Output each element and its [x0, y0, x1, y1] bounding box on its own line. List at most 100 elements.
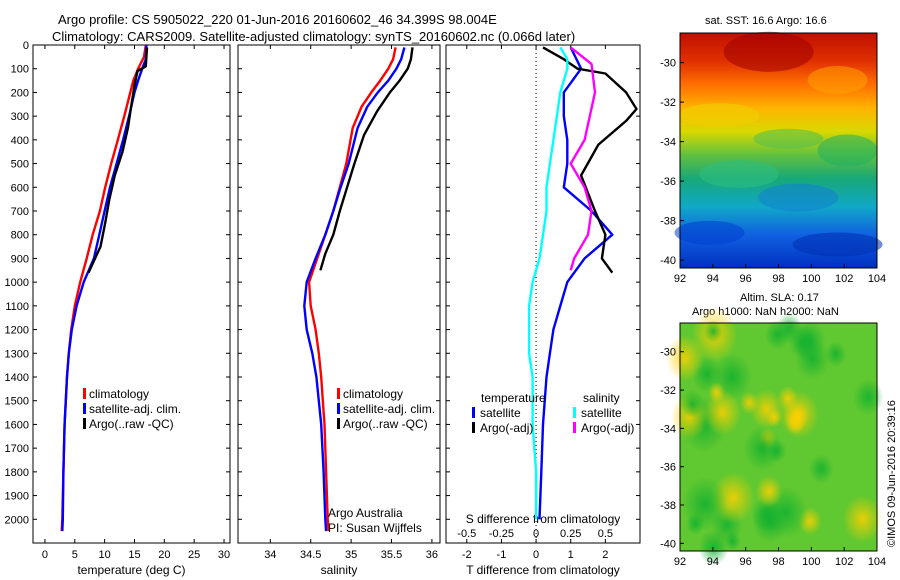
- y-tick-label: 1900: [5, 491, 29, 503]
- map-y-tick-label: -34: [660, 137, 676, 149]
- legend-label: Argo(-adj): [480, 421, 533, 435]
- legend-marker: [83, 388, 86, 399]
- x-tick-label: 30: [218, 549, 230, 561]
- map-y-tick-label: -34: [660, 423, 676, 435]
- sla-patch: [788, 325, 818, 361]
- map-x-tick-label: 92: [674, 273, 686, 285]
- figure-title-line1: Argo profile: CS 5905022_220 01-Jun-2016…: [58, 12, 497, 27]
- x-tick-label: 2: [602, 549, 608, 561]
- series-line: [60, 44, 147, 532]
- legend-label: Argo(..raw -QC): [89, 417, 174, 431]
- map-x-tick-label: 104: [868, 273, 886, 285]
- sst-patch: [817, 134, 878, 167]
- plot-frame: [445, 44, 641, 544]
- sla-patch: [680, 390, 705, 419]
- x-tick-label: 35: [345, 549, 357, 561]
- legend-label: satellite-adj. clim.: [343, 402, 435, 416]
- legend-group-title: temperature: [481, 391, 546, 405]
- sla-patch: [825, 341, 847, 367]
- y-tick-label: 1600: [5, 419, 29, 431]
- legend-label: satellite: [480, 406, 521, 420]
- series-line: [569, 46, 597, 271]
- legend-marker: [472, 422, 475, 433]
- x-tick-label: 1: [568, 549, 574, 561]
- y-tick-label: 500: [11, 159, 29, 171]
- y-tick-label: 1500: [5, 396, 29, 408]
- legend-marker: [472, 407, 475, 418]
- legend-marker: [337, 388, 340, 399]
- figure-title-line2: Climatology: CARS2009. Satellite-adjuste…: [52, 29, 576, 44]
- x-tick-label: 0: [42, 549, 48, 561]
- sst-map-title: sat. SST: 16.6 Argo: 16.6: [705, 15, 827, 27]
- y-tick-label: 1200: [5, 325, 29, 337]
- y-tick-label: 100: [11, 64, 29, 76]
- y-tick-label: 1300: [5, 348, 29, 360]
- sla-patch: [749, 389, 784, 429]
- profile-panel-1: 0 5 10 15 20 25 300100200300400500600700800900…: [5, 40, 231, 577]
- sst-patch: [758, 183, 839, 212]
- sla-patch: [808, 453, 834, 484]
- y-tick-label: 900: [11, 253, 29, 265]
- map-x-tick-label: 96: [740, 556, 752, 568]
- y-tick-label: 400: [11, 135, 29, 147]
- map-x-tick-label: 92: [674, 556, 686, 568]
- sla-patch: [743, 425, 782, 471]
- map-y-tick-label: -32: [660, 385, 676, 397]
- x-tick-label: 25: [188, 549, 200, 561]
- sst-map: 92 94 96 98 100 102 104 -30 -32 -34 -36 -38 -40: [660, 31, 886, 285]
- x-axis-label: temperature (deg C): [77, 563, 185, 577]
- x-tick-label: 15: [128, 549, 140, 561]
- x-tick-label: 10: [99, 549, 111, 561]
- map-y-tick-label: -40: [660, 255, 676, 267]
- y-tick-label: 1400: [5, 372, 29, 384]
- plot-frame: [237, 44, 441, 544]
- map-x-tick-label: 94: [707, 273, 719, 285]
- map-x-tick-label: 96: [740, 273, 752, 285]
- series-line: [87, 47, 149, 274]
- top-tick-label: -0.25: [489, 528, 514, 540]
- sla-patch: [665, 335, 705, 382]
- sst-patch: [753, 128, 824, 149]
- x-tick-label: 34: [264, 549, 276, 561]
- sla-patch: [853, 379, 884, 416]
- legend-label: Argo(..raw -QC): [343, 417, 428, 431]
- sla-map-title-line1: Altim. SLA: 0.17: [740, 292, 819, 304]
- sla-patch: [764, 319, 790, 350]
- annotation-text: PI: Susan Wijffels: [328, 521, 422, 535]
- sla-patch: [842, 495, 883, 544]
- sst-patch: [699, 160, 780, 188]
- plot-frame: [32, 44, 231, 544]
- series-line: [538, 46, 614, 520]
- sst-patch: [723, 31, 814, 72]
- legend-label: satellite: [581, 406, 622, 420]
- map-x-tick-label: 100: [802, 556, 820, 568]
- legend-group-title: salinity: [583, 391, 620, 405]
- sla-patch: [703, 320, 723, 343]
- map-y-tick-label: -40: [660, 538, 676, 550]
- x-tick-label: -2: [462, 549, 472, 561]
- legend-label: Argo(-adj): [581, 421, 634, 435]
- y-tick-label: 800: [11, 230, 29, 242]
- imos-timestamp: ©IMOS 09-Jun-2016 20:39:16: [886, 400, 898, 547]
- map-y-tick-label: -32: [660, 97, 676, 109]
- series-line: [527, 46, 569, 520]
- map-x-tick-label: 94: [707, 556, 719, 568]
- series-line: [542, 46, 638, 274]
- map-x-tick-label: 98: [772, 556, 784, 568]
- series-line: [303, 47, 406, 532]
- x-tick-label: 0: [533, 549, 539, 561]
- map-y-tick-label: -36: [660, 462, 676, 474]
- profile-panel-2: 34 34.5 35 35.5 36 salinity climatologysatelli…: [237, 44, 441, 577]
- legend-marker: [573, 407, 576, 418]
- x-axis-label: salinity: [321, 563, 358, 577]
- top-tick-label: 0.25: [560, 528, 581, 540]
- legend-label: satellite-adj. clim.: [89, 402, 181, 416]
- x-tick-label: 36: [426, 549, 438, 561]
- series-line: [61, 44, 148, 532]
- y-tick-label: 1100: [5, 301, 29, 313]
- x-tick-label: 5: [72, 549, 78, 561]
- sla-patch: [785, 412, 805, 435]
- map-y-tick-label: -30: [660, 58, 676, 70]
- y-tick-label: 700: [11, 206, 29, 218]
